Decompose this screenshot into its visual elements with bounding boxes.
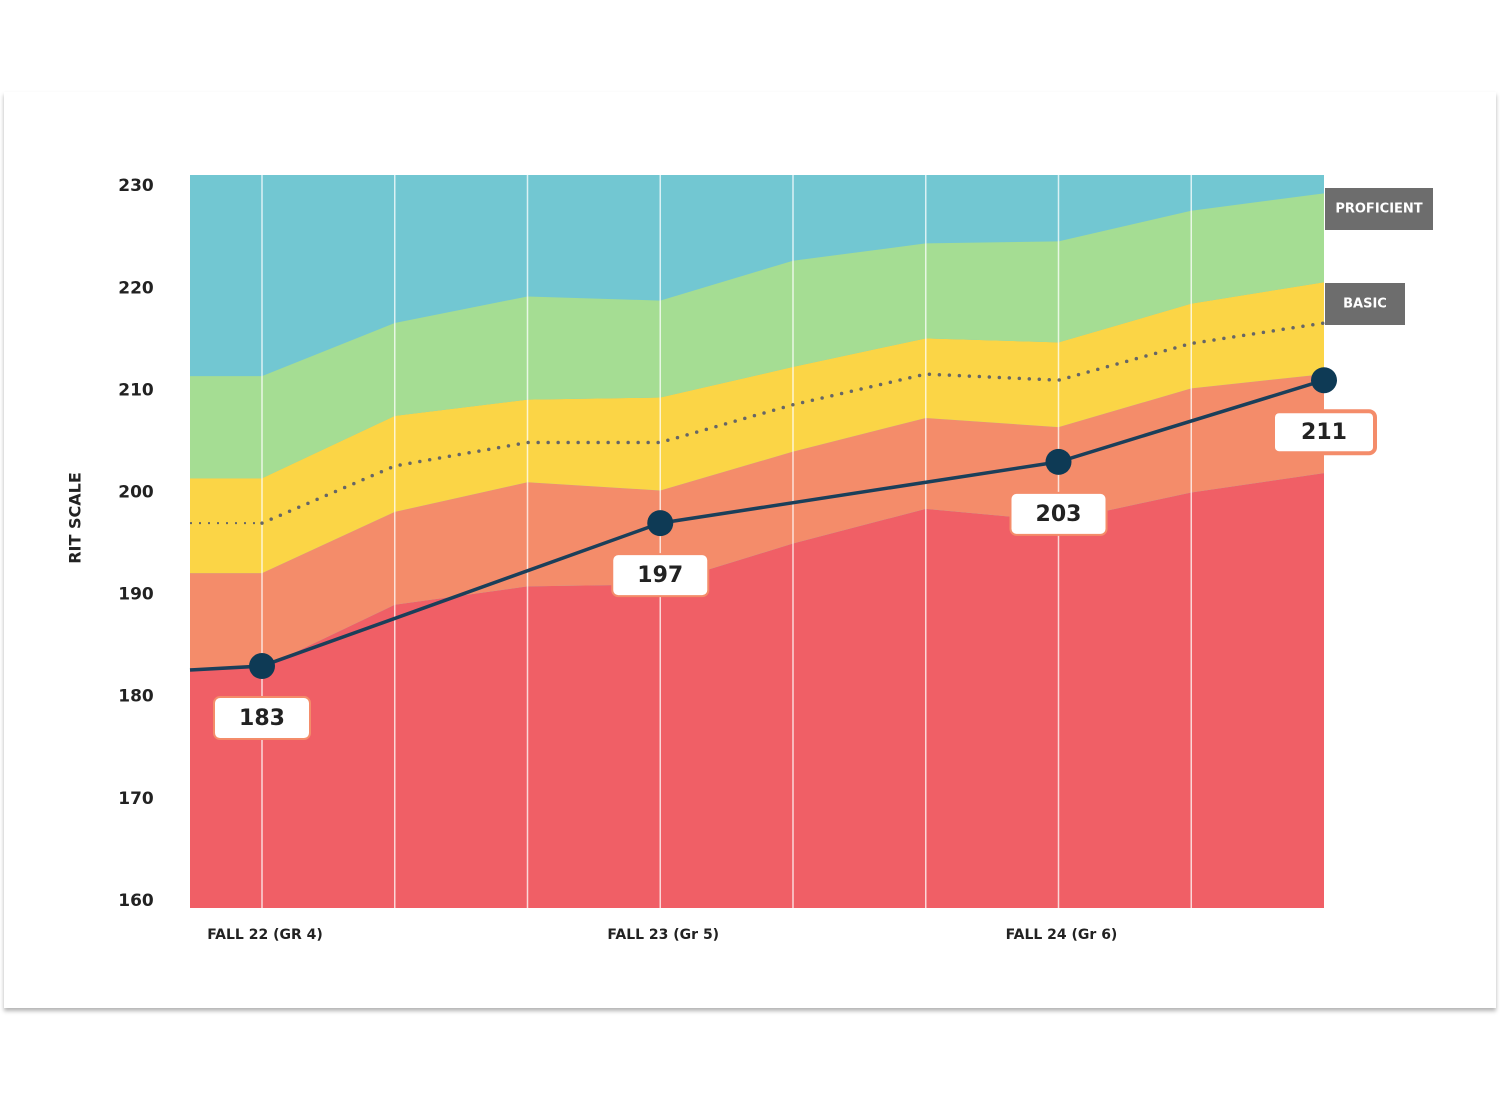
- y-tick-label: 190: [118, 585, 154, 605]
- band-area-edge: [190, 573, 262, 669]
- value-label-box: [1271, 409, 1377, 456]
- student-point: [1045, 448, 1072, 475]
- value-label: 203: [1036, 502, 1082, 527]
- student-point: [1311, 367, 1337, 394]
- student-point: [647, 510, 674, 537]
- x-tick-label: FALL 22 (GR 4): [207, 927, 323, 943]
- band-area-edge: [190, 478, 262, 574]
- y-tick-label: 230: [118, 176, 154, 196]
- x-tick-label: FALL 23 (Gr 5): [607, 927, 719, 943]
- y-tick-label: 210: [118, 380, 154, 400]
- annotation: PROFICIENT: [1335, 202, 1422, 217]
- student-line: [261, 378, 1325, 668]
- value-label: 197: [637, 563, 683, 588]
- y-tick-label: 180: [118, 687, 154, 707]
- annotation-box: [1325, 283, 1405, 325]
- x-tick-label: FALL 24 (Gr 6): [1006, 927, 1118, 943]
- band-area-edge: [190, 376, 262, 479]
- annotation: BASIC: [1343, 297, 1387, 312]
- y-tick-label: 170: [118, 789, 154, 809]
- y-tick-label: 160: [118, 891, 154, 911]
- student-point: [249, 653, 275, 680]
- y-tick-label: 200: [118, 482, 154, 502]
- value-label-box: [611, 553, 710, 598]
- annotation-box: [1325, 188, 1433, 230]
- y-tick-label: 220: [118, 278, 154, 298]
- value-label-box: [213, 696, 311, 741]
- value-label-box: [1009, 491, 1108, 536]
- value-label: 211: [1301, 420, 1347, 445]
- y-axis-label: RIT SCALE: [66, 472, 85, 564]
- median-line: [260, 321, 1326, 525]
- value-label: 183: [239, 706, 285, 731]
